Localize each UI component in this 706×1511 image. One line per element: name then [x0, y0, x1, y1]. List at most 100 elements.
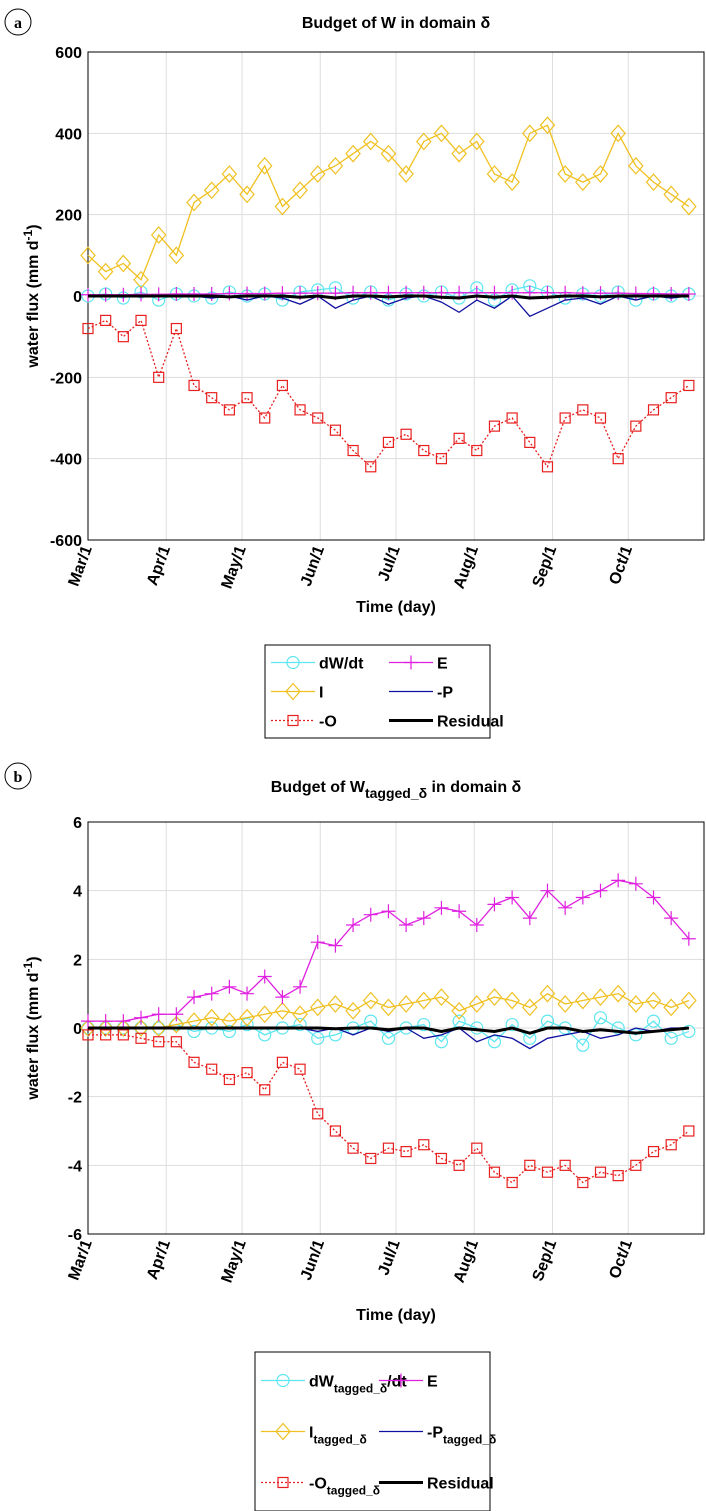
- marker: [665, 1139, 677, 1151]
- marker: [452, 904, 467, 919]
- marker: [134, 1010, 149, 1025]
- data-point: [188, 379, 200, 392]
- data-point: [505, 890, 520, 905]
- data-point: [434, 900, 449, 915]
- marker: [398, 995, 414, 1013]
- marker: [559, 1159, 571, 1171]
- marker: [541, 461, 554, 473]
- y-tick-label: -2: [68, 1090, 82, 1107]
- data-point: [223, 404, 235, 416]
- marker: [506, 1176, 518, 1189]
- marker: [187, 1024, 201, 1039]
- y-tick-label: -600: [50, 533, 82, 550]
- data-point: [170, 1036, 182, 1048]
- marker: [539, 116, 556, 135]
- marker: [433, 124, 450, 143]
- marker: [504, 991, 520, 1010]
- marker: [539, 984, 556, 1003]
- data-point: [612, 1170, 624, 1182]
- data-point: [558, 900, 573, 915]
- marker: [488, 1166, 501, 1178]
- data-point: [380, 144, 397, 163]
- data-point: [187, 286, 202, 301]
- marker: [362, 132, 379, 151]
- data-point: [681, 286, 696, 301]
- data-point: [204, 286, 219, 301]
- data-point: [557, 165, 573, 183]
- data-point: [274, 1001, 291, 1020]
- marker: [327, 995, 344, 1013]
- data-point: [487, 897, 502, 912]
- data-point: [115, 254, 132, 273]
- text-part: I: [319, 685, 323, 702]
- x-tick-label: Aug/1: [451, 1237, 482, 1285]
- text-part: in domain δ: [427, 779, 521, 796]
- data-point: [134, 287, 149, 302]
- data-point: [151, 1007, 166, 1022]
- legend: dWtagged_δ/dtItagged_δ-Otagged_δE-Ptagge…: [254, 1351, 496, 1511]
- data-point: [294, 404, 306, 416]
- script-text: tagged_δ: [327, 1484, 380, 1498]
- data-point: [206, 392, 218, 404]
- x-tick-label: Mar/1: [65, 1237, 95, 1282]
- x-tick-label: Apr/1: [144, 1237, 174, 1281]
- text-part: water flux (mm d: [25, 240, 42, 368]
- data-point: [309, 998, 326, 1017]
- data-point: [82, 1029, 94, 1041]
- marker: [168, 246, 185, 265]
- data-point: [418, 444, 430, 457]
- data-point: [98, 1014, 113, 1029]
- marker: [453, 432, 465, 444]
- data-point: [170, 322, 182, 335]
- data-point: [241, 392, 253, 404]
- data-point: [256, 1005, 273, 1024]
- data-point: [683, 1125, 695, 1137]
- panel-label-circle: [4, 8, 32, 36]
- marker: [380, 144, 397, 163]
- text-part: E: [437, 656, 448, 673]
- marker: [645, 173, 662, 192]
- text-part: -P: [427, 1425, 443, 1442]
- marker: [488, 420, 501, 432]
- marker: [522, 124, 538, 143]
- data-point: [575, 173, 591, 192]
- y-tick-label: -4: [68, 1158, 82, 1175]
- data-point: [347, 1142, 359, 1154]
- marker: [468, 995, 485, 1013]
- legend-label: dWtagged_δ/dt: [309, 1374, 407, 1396]
- marker: [80, 246, 96, 265]
- marker: [646, 890, 661, 905]
- data-point: [611, 286, 626, 301]
- marker: [557, 165, 573, 183]
- data-point: [610, 124, 626, 143]
- legend-marker: [276, 1373, 290, 1388]
- data-point: [453, 432, 465, 444]
- data-point: [222, 1024, 236, 1039]
- marker: [681, 286, 696, 301]
- data-point: [117, 331, 129, 343]
- text-part: Budget of W in domain δ: [302, 15, 491, 32]
- marker: [117, 1029, 129, 1041]
- marker: [363, 907, 378, 922]
- marker: [611, 873, 626, 888]
- data-point: [593, 1011, 608, 1025]
- data-point: [664, 911, 679, 926]
- data-point: [435, 1152, 448, 1165]
- text-part: -O: [309, 1476, 327, 1493]
- marker: [506, 412, 518, 424]
- data-point: [150, 226, 167, 244]
- x-tick-label: Oct/1: [606, 543, 636, 587]
- marker: [153, 371, 165, 383]
- marker: [329, 1125, 342, 1137]
- marker: [223, 404, 235, 416]
- x-tick-label: Jun/1: [298, 543, 328, 588]
- data-point: [345, 1001, 361, 1020]
- marker: [435, 1152, 448, 1165]
- script-text: tagged_δ: [334, 1382, 387, 1396]
- data-point: [468, 132, 485, 151]
- legend-label: -O: [319, 714, 337, 731]
- data-point: [504, 173, 520, 192]
- script-text: tagged_δ: [313, 1433, 366, 1447]
- data-point: [557, 995, 573, 1013]
